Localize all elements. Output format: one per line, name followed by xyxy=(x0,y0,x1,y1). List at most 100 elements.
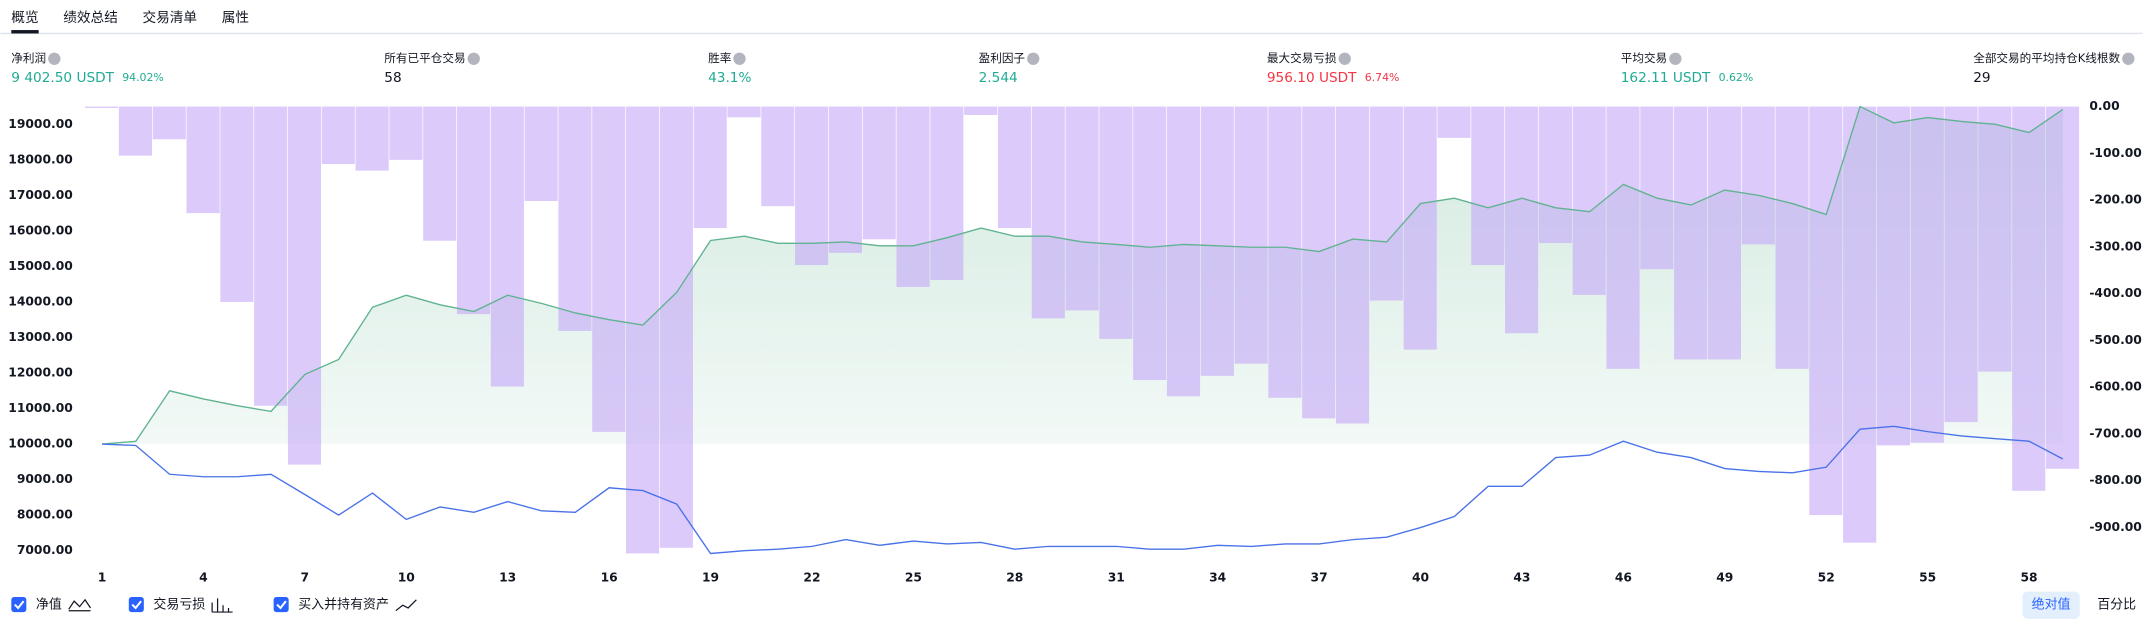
drawdown-bar xyxy=(1538,106,1572,244)
drawdown-bar xyxy=(1268,106,1302,398)
drawdown-bar xyxy=(186,106,220,214)
legend-label[interactable]: 交易亏损 xyxy=(153,597,205,613)
x-tick-label: 43 xyxy=(1513,570,1530,584)
x-tick-label: 58 xyxy=(2021,570,2038,584)
drawdown-bar xyxy=(1234,106,1268,364)
drawdown-bar xyxy=(1302,106,1336,419)
tab[interactable]: 概览 xyxy=(11,10,38,26)
drawdown-bar xyxy=(118,106,153,156)
x-tick-label: 19 xyxy=(702,570,719,584)
legend-label[interactable]: 净值 xyxy=(36,597,62,613)
drawdown-bar xyxy=(1606,106,1640,369)
stat-label: 胜率 xyxy=(708,51,732,65)
y-tick-label: 7000.00 xyxy=(17,543,73,557)
info-icon xyxy=(1669,52,1682,65)
checkmark xyxy=(276,600,287,610)
y-tick-label: 8000.00 xyxy=(17,508,73,522)
drawdown-bar xyxy=(1843,106,1877,543)
y2-tick-label: -900.00 xyxy=(2089,520,2142,534)
x-tick-label: 25 xyxy=(905,570,922,584)
drawdown-bar xyxy=(321,106,355,165)
y2-tick-label: -600.00 xyxy=(2089,380,2142,394)
info-icon xyxy=(1027,52,1040,65)
y-tick-label: 16000.00 xyxy=(8,223,72,237)
drawdown-bar xyxy=(456,106,491,315)
drawdown-bar xyxy=(1200,106,1234,376)
stat-value: 43.1% xyxy=(708,70,751,86)
info-icon xyxy=(48,52,61,65)
drawdown-bar xyxy=(1944,106,1978,423)
tab[interactable]: 交易清单 xyxy=(142,9,197,26)
drawdown-bar xyxy=(727,106,761,118)
drawdown-bar xyxy=(1133,106,1167,381)
tab[interactable]: 属性 xyxy=(222,10,249,26)
x-tick-label: 52 xyxy=(1818,570,1835,584)
drawdown-bar xyxy=(1065,106,1099,311)
y2-tick-label: -700.00 xyxy=(2089,426,2142,440)
stat-percent: 0.62% xyxy=(1719,71,1754,84)
drawdown-bar xyxy=(659,106,693,548)
drawdown-bar xyxy=(862,106,896,240)
drawdown-bar xyxy=(220,106,254,302)
stat-percent: 94.02% xyxy=(122,71,164,84)
legend-label[interactable]: 买入并持有资产 xyxy=(298,598,389,613)
y2-tick-label: -400.00 xyxy=(2089,286,2142,300)
y-tick-label: 14000.00 xyxy=(8,294,72,308)
x-tick-label: 1 xyxy=(98,570,107,584)
drawdown-bar xyxy=(389,106,423,160)
mode-toggle[interactable]: 百分比 xyxy=(2097,598,2136,613)
tab-underline xyxy=(11,30,39,34)
drawdown-bar xyxy=(930,106,964,280)
stat-value: 58 xyxy=(384,70,401,86)
drawdown-bar xyxy=(490,106,524,387)
y2-tick-label: 0.00 xyxy=(2089,99,2119,113)
drawdown-bar xyxy=(592,106,626,432)
stat-percent: 6.74% xyxy=(1365,71,1400,84)
info-icon xyxy=(2122,52,2135,65)
drawdown-bar xyxy=(2012,106,2046,491)
y-tick-label: 18000.00 xyxy=(8,152,72,166)
drawdown-bar xyxy=(524,106,558,201)
stat-value: 956.10 USDT xyxy=(1267,70,1357,86)
drawdown-bar xyxy=(1640,106,1674,270)
drawdown-bar xyxy=(1369,106,1403,301)
x-tick-label: 34 xyxy=(1209,570,1226,584)
y-tick-label: 9000.00 xyxy=(17,472,73,486)
stat-label: 平均交易 xyxy=(1621,51,1667,65)
legend-checkbox[interactable] xyxy=(273,597,289,613)
info-icon xyxy=(467,52,480,65)
legend-checkbox[interactable] xyxy=(11,597,27,613)
y-tick-label: 10000.00 xyxy=(8,437,72,451)
x-tick-label: 16 xyxy=(601,570,618,584)
stat-value: 2.544 xyxy=(979,70,1018,86)
drawdown-bar xyxy=(1572,106,1606,295)
drawdown-bar xyxy=(1809,106,1843,516)
y-tick-label: 13000.00 xyxy=(8,330,72,344)
y-tick-label: 15000.00 xyxy=(8,259,72,273)
y2-tick-label: -800.00 xyxy=(2089,473,2142,487)
x-tick-label: 28 xyxy=(1006,570,1023,584)
drawdown-bar xyxy=(828,106,862,253)
info-icon xyxy=(733,52,746,65)
stat-value: 9 402.50 USDT xyxy=(11,70,114,86)
x-tick-label: 37 xyxy=(1311,570,1328,584)
drawdown-bar xyxy=(964,106,998,115)
equity-line xyxy=(101,105,2064,445)
tab[interactable]: 绩效总结 xyxy=(63,10,118,26)
legend-checkbox[interactable] xyxy=(128,597,144,613)
drawdown-bar xyxy=(558,106,592,331)
mode-toggle[interactable]: 绝对值 xyxy=(2032,597,2071,613)
drawdown-bar xyxy=(1471,106,1505,266)
x-tick-label: 10 xyxy=(398,570,415,584)
drawdown-bar xyxy=(1505,106,1539,334)
legend-icon xyxy=(211,598,233,613)
y2-tick-label: -200.00 xyxy=(2089,193,2142,207)
drawdown-bar xyxy=(1166,106,1201,397)
stat-label: 所有已平仓交易 xyxy=(384,51,465,65)
drawdown-bar xyxy=(355,106,389,171)
y-tick-label: 19000.00 xyxy=(8,117,72,131)
drawdown-bar xyxy=(896,106,930,287)
stat-label: 盈利因子 xyxy=(979,51,1026,65)
x-tick-label: 4 xyxy=(199,570,208,584)
